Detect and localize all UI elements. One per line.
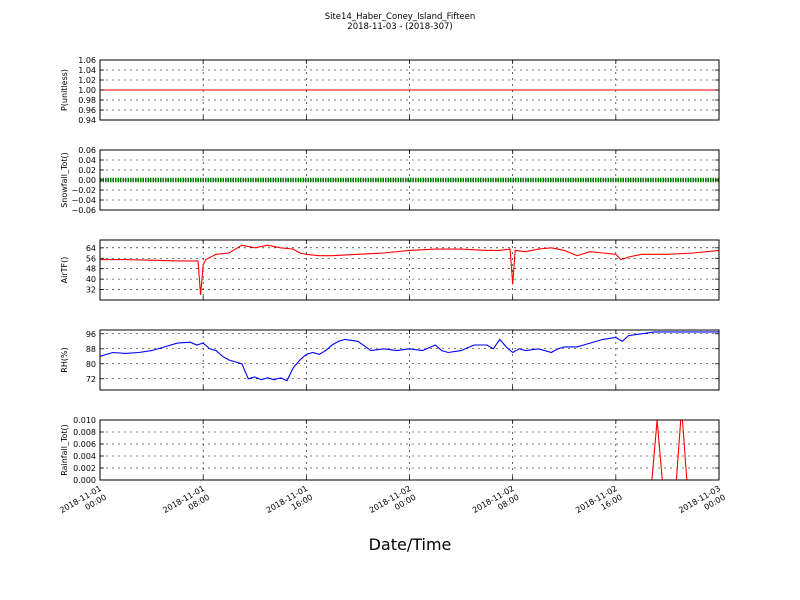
x-tick-label: 2018-11-0100:00 bbox=[58, 484, 108, 524]
y-tick-label: 32 bbox=[86, 286, 96, 295]
series-line bbox=[100, 331, 719, 382]
x-tick-label: 2018-11-0216:00 bbox=[574, 484, 624, 524]
chart-title: Site14_Haber_Coney_Island_Fifteen bbox=[325, 12, 476, 22]
y-tick-label: 0.004 bbox=[73, 452, 96, 461]
y-tick-label: 0.98 bbox=[78, 96, 96, 105]
x-tick-label: 2018-11-0108:00 bbox=[161, 484, 211, 524]
y-axis-label: RH(%) bbox=[60, 347, 69, 372]
panel-1: 0.940.960.981.001.021.041.06 P(unitless) bbox=[60, 56, 720, 125]
y-tick-label: 1.02 bbox=[78, 76, 96, 85]
y-tick-label: 1.04 bbox=[78, 66, 96, 75]
x-axis-label: Date/Time bbox=[369, 535, 452, 554]
y-tick-label: 0.000 bbox=[73, 476, 96, 485]
y-axis-label: AirTF() bbox=[60, 257, 69, 284]
panel-5: 0.000 0.002 0.004 0.006 0.008 0.010 Rainfall_T… bbox=[60, 416, 720, 485]
y-tick-label: 0.94 bbox=[78, 116, 96, 125]
series-line bbox=[100, 244, 719, 295]
y-tick-label: 0.96 bbox=[78, 106, 96, 115]
x-tick-label: 2018-11-0300:00 bbox=[677, 484, 727, 524]
y-tick-label: 72 bbox=[86, 375, 96, 384]
chart-subtitle: 2018-11-03 - (2018-307) bbox=[347, 22, 452, 32]
series-line bbox=[100, 420, 719, 480]
y-tick-label: 0.04 bbox=[78, 156, 96, 165]
y-tick-label: 0.00 bbox=[78, 176, 96, 185]
panel-4: 72 80 88 96 RH(%) bbox=[60, 329, 720, 391]
y-tick-label: −0.04 bbox=[71, 196, 96, 205]
y-axis-label: P(unitless) bbox=[60, 69, 69, 111]
y-tick-label: 0.006 bbox=[73, 440, 96, 449]
y-axis-label: Rainfall_Tot() bbox=[60, 424, 69, 476]
x-tick-label: 2018-11-0116:00 bbox=[265, 484, 315, 524]
panels: 0.940.960.981.001.021.041.06 P(unitless) −… bbox=[60, 56, 720, 485]
y-tick-label: 0.02 bbox=[78, 166, 96, 175]
y-tick-label: 0.002 bbox=[73, 464, 96, 473]
y-tick-label: 0.010 bbox=[73, 416, 96, 425]
y-tick-label: 88 bbox=[86, 345, 96, 354]
y-tick-label: −0.06 bbox=[71, 206, 96, 215]
panel-2: −0.06−0.04−0.020.000.020.040.06 Snowfall_… bbox=[60, 146, 720, 215]
y-tick-label: 0.008 bbox=[73, 428, 96, 437]
y-tick-label: 1.00 bbox=[78, 86, 96, 95]
y-axis-label: Snowfall_Tot() bbox=[60, 152, 69, 208]
y-tick-label: −0.02 bbox=[71, 186, 96, 195]
y-tick-label: 56 bbox=[86, 254, 96, 263]
x-axis: 2018-11-0100:00 2018-11-0108:00 2018-11-01… bbox=[58, 484, 727, 524]
y-tick-label: 80 bbox=[86, 360, 96, 369]
y-tick-label: 64 bbox=[86, 244, 96, 253]
y-tick-label: 1.06 bbox=[78, 56, 96, 65]
x-tick-label: 2018-11-0200:00 bbox=[368, 484, 418, 524]
x-tick-label: 2018-11-0208:00 bbox=[471, 484, 521, 524]
y-tick-label: 48 bbox=[86, 265, 96, 274]
y-tick-label: 96 bbox=[86, 330, 96, 339]
y-tick-label: 0.06 bbox=[78, 146, 96, 155]
y-tick-label: 40 bbox=[86, 275, 96, 284]
